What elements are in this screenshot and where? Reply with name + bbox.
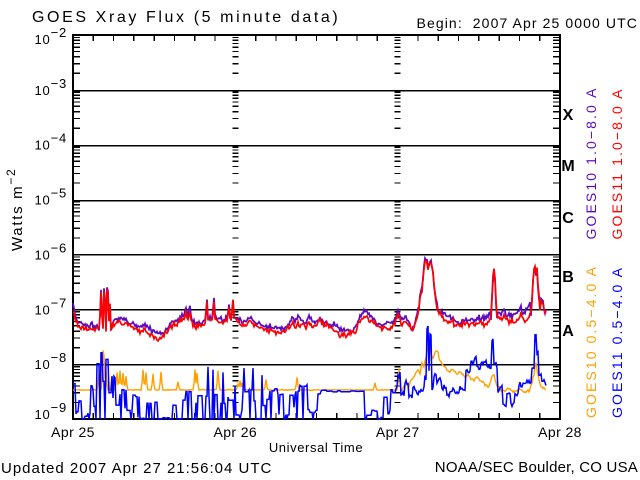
svg-text:GOES10 1.0−8.0 A: GOES10 1.0−8.0 A	[583, 86, 599, 239]
svg-text:GOES11 1.0−8.0 A: GOES11 1.0−8.0 A	[609, 87, 625, 239]
svg-text:Begin: 2007 Apr 25 0000 UTC: Begin: 2007 Apr 25 0000 UTC	[417, 15, 638, 31]
svg-text:Watts m−2: Watts m−2	[4, 168, 26, 251]
svg-text:NOAA/SEC Boulder, CO USA: NOAA/SEC Boulder, CO USA	[435, 459, 638, 476]
svg-text:Universal Time: Universal Time	[269, 440, 363, 455]
svg-text:Updated 2007 Apr 27 21:56:04 U: Updated 2007 Apr 27 21:56:04 UTC	[1, 460, 272, 477]
svg-text:M: M	[561, 158, 574, 175]
svg-text:Apr 28: Apr 28	[538, 424, 582, 440]
svg-text:GOES Xray Flux (5 minute data): GOES Xray Flux (5 minute data)	[32, 9, 340, 26]
svg-text:A: A	[562, 323, 574, 340]
svg-text:C: C	[562, 210, 574, 227]
svg-text:GOES11 0.5−4.0 A: GOES11 0.5−4.0 A	[609, 266, 625, 418]
svg-text:B: B	[562, 269, 574, 286]
svg-text:Apr 27: Apr 27	[376, 424, 420, 440]
svg-text:Apr 26: Apr 26	[213, 424, 257, 440]
svg-text:GOES10 0.5−4.0 A: GOES10 0.5−4.0 A	[583, 265, 599, 418]
svg-text:X: X	[563, 107, 574, 124]
svg-text:Apr 25: Apr 25	[51, 424, 95, 440]
